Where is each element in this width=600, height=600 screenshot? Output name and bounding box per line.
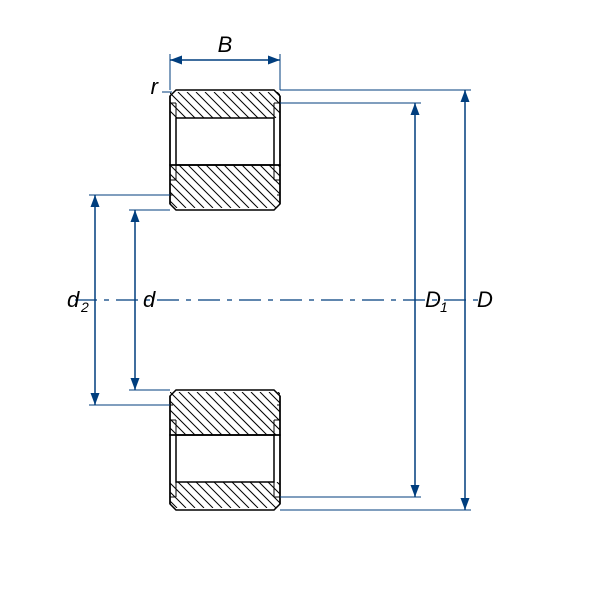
svg-text:1: 1 [440,299,448,315]
dim-label-D: D [477,287,493,312]
dim-label-d: d [143,287,156,312]
dim-label-r: r [151,74,160,99]
dim-label-D1: D [425,287,441,312]
svg-text:2: 2 [80,299,89,315]
dim-label-d2: d [67,287,80,312]
dim-label-B: B [218,32,233,57]
